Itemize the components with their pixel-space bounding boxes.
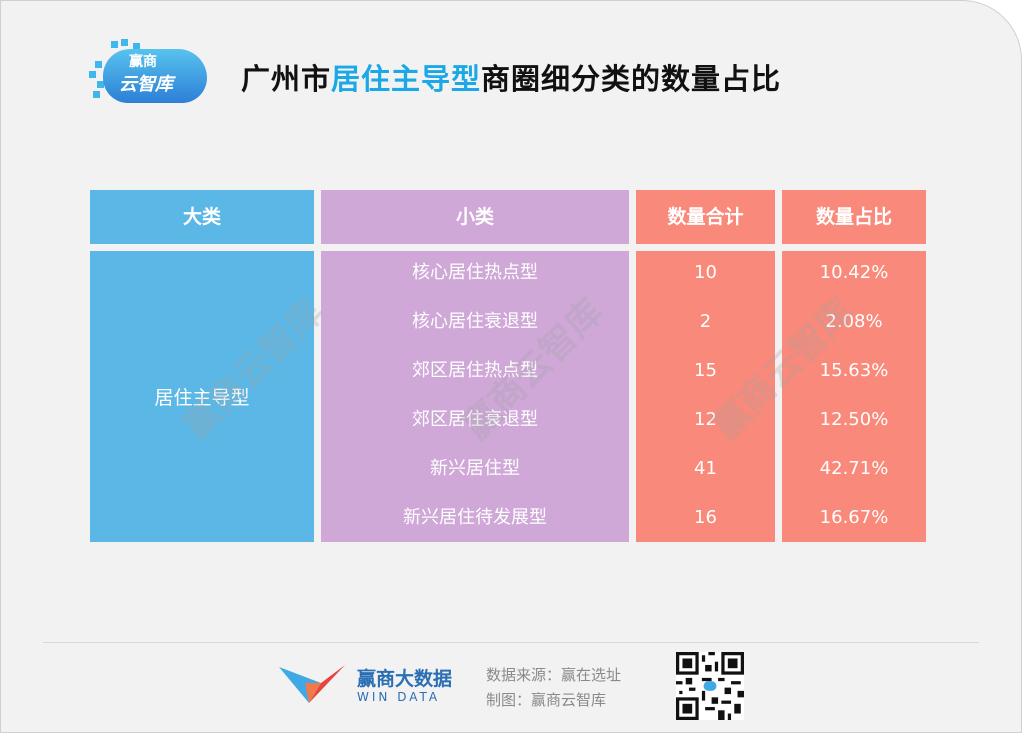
header-count: 数量合计 [636, 190, 775, 244]
count-cell: 2 [699, 311, 712, 332]
header-percent: 数量占比 [782, 190, 926, 244]
count-cell: 10 [694, 262, 717, 283]
count-cell: 15 [694, 360, 717, 381]
header-category: 大类 [90, 190, 314, 244]
title-highlight: 居住主导型 [331, 62, 482, 96]
subcategory-cell: 核心居住热点型 [412, 262, 538, 283]
data-source: 数据来源：赢在选址 [486, 666, 622, 684]
percent-column: 10.42% 2.08% 15.63% 12.50% 42.71% 16.67% [782, 251, 926, 542]
percent-cell: 12.50% [819, 409, 889, 430]
chart-maker: 制图：赢商云智库 [486, 691, 607, 709]
win-data-logo-icon [279, 665, 345, 703]
category-cell: 居住主导型 [154, 387, 250, 409]
subcategory-column: 核心居住热点型 核心居住衰退型 郊区居住热点型 郊区居住衰退型 新兴居住型 新兴… [321, 251, 629, 542]
cloud-icon [103, 49, 207, 103]
subcategory-cell: 核心居住衰退型 [412, 311, 538, 332]
percent-cell: 15.63% [819, 360, 889, 381]
footer-divider [43, 642, 979, 643]
subcategory-cell: 郊区居住热点型 [412, 360, 538, 381]
page-title: 广州市居住主导型商圈细分类的数量占比 [241, 56, 781, 98]
subcategory-cell: 郊区居住衰退型 [412, 409, 538, 430]
footer-brand-cn: 赢商大数据 [357, 668, 453, 690]
percent-cell: 10.42% [819, 262, 889, 283]
category-column: 居住主导型 [90, 251, 314, 542]
brand-logo: 赢商 云智库 [89, 39, 207, 105]
footer-brand-en: WIN DATA [357, 690, 441, 704]
title-prefix: 广州市 [241, 62, 332, 96]
logo-text-line1: 赢商 [129, 54, 157, 70]
count-cell: 12 [694, 409, 717, 430]
logo-text-line2: 云智库 [119, 74, 173, 95]
count-cell: 41 [694, 458, 717, 479]
percent-cell: 42.71% [819, 458, 889, 479]
title-suffix: 商圈细分类的数量占比 [481, 62, 782, 96]
qr-code-icon [676, 652, 744, 720]
count-column: 10 2 15 12 41 16 [636, 251, 775, 542]
percent-cell: 2.08% [825, 311, 883, 332]
count-cell: 16 [694, 507, 717, 528]
subcategory-cell: 新兴居住型 [430, 458, 520, 479]
subcategory-cell: 新兴居住待发展型 [403, 507, 547, 528]
percent-cell: 16.67% [819, 507, 889, 528]
header-subcategory: 小类 [321, 190, 629, 244]
